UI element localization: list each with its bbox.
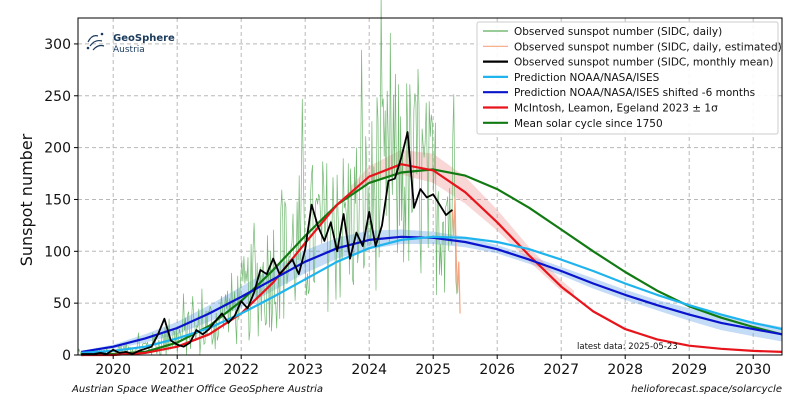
legend-label: Observed sunspot number (SIDC, monthly m… <box>514 57 773 69</box>
logo-line1: GeoSphere <box>113 33 175 44</box>
footer-url: helioforecast.space/solarcycle <box>631 384 782 395</box>
footer-credit: Austrian Space Weather Office GeoSphere … <box>72 384 324 395</box>
axis-ticks: 2020 2021 2022 2023 2024 2025 2026 2027 2028 2029… <box>44 37 771 378</box>
series-mcintosh-leamon-egeland-2023-1 <box>81 163 783 357</box>
x-tick-label: 2027 <box>543 362 579 378</box>
legend-label: McIntosh, Leamon, Egeland 2023 ± 1σ <box>514 103 718 115</box>
y-tick-label: 300 <box>44 37 71 53</box>
band-prediction-noaa-nasa-ises-shifted-6-months <box>81 229 782 353</box>
y-tick-label: 150 <box>44 192 71 208</box>
y-tick-label: 200 <box>44 141 71 157</box>
logo-line2: Austria <box>113 45 145 55</box>
x-tick-label: 2022 <box>223 362 259 378</box>
uncertainty-bands <box>81 149 782 353</box>
x-tick-label: 2025 <box>415 362 451 378</box>
x-tick-label: 2030 <box>735 362 771 378</box>
plot-frame <box>77 17 783 356</box>
y-tick-label: 100 <box>44 244 71 260</box>
x-tick-label: 2023 <box>287 362 323 378</box>
legend-label: Mean solar cycle since 1750 <box>514 118 663 130</box>
x-tick-label: 2021 <box>159 362 195 378</box>
legend-label: Prediction NOAA/NASA/ISES <box>514 72 660 84</box>
logo-mark-icon <box>86 32 105 51</box>
latest-data-label: latest data: 2025-05-23 <box>577 342 678 352</box>
series-daily-estimated <box>451 197 461 314</box>
y-tick-label: 250 <box>44 89 71 105</box>
x-tick-label: 2026 <box>479 362 515 378</box>
legend-label: Prediction NOAA/NASA/ISES shifted -6 mon… <box>514 87 755 99</box>
x-tick-label: 2029 <box>671 362 707 378</box>
series-lines <box>81 131 783 357</box>
geosphere-logo: GeoSphere Austria <box>86 32 175 55</box>
band-mcintosh-leamon-egeland-2023-1- <box>350 149 574 297</box>
legend-label: Observed sunspot number (SIDC, daily) <box>514 26 722 38</box>
x-tick-label: 2024 <box>351 362 387 378</box>
legend: Observed sunspot number (SIDC, daily) Obs… <box>476 21 782 135</box>
legend-box <box>476 21 779 135</box>
y-axis-title: Sunspot number <box>17 133 36 266</box>
series-observed-sunspot-number-sidc-monthly-mean <box>81 131 453 355</box>
x-tick-label: 2028 <box>607 362 643 378</box>
y-tick-label: 0 <box>62 348 71 364</box>
y-tick-label: 50 <box>53 296 71 312</box>
legend-label: Observed sunspot number (SIDC, daily, es… <box>514 41 782 53</box>
x-tick-label: 2020 <box>95 362 131 378</box>
